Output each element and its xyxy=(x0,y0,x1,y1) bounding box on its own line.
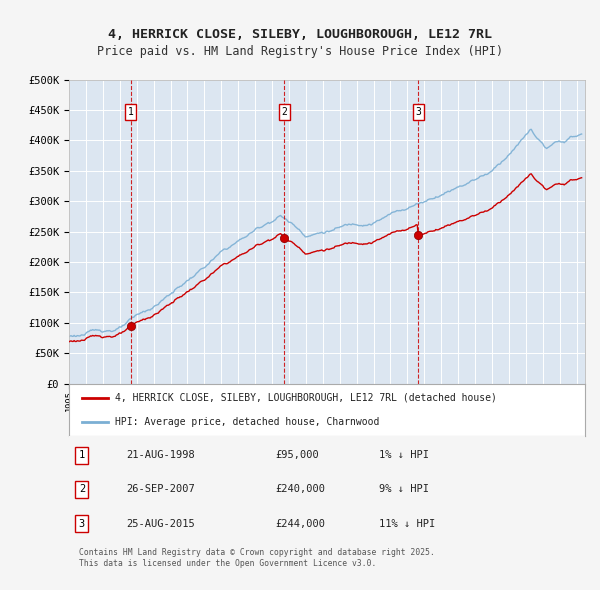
Text: 21-AUG-1998: 21-AUG-1998 xyxy=(126,450,194,460)
Text: 1: 1 xyxy=(128,107,134,117)
Text: 4, HERRICK CLOSE, SILEBY, LOUGHBOROUGH, LE12 7RL: 4, HERRICK CLOSE, SILEBY, LOUGHBOROUGH, … xyxy=(108,28,492,41)
Text: £244,000: £244,000 xyxy=(275,519,325,529)
Text: Price paid vs. HM Land Registry's House Price Index (HPI): Price paid vs. HM Land Registry's House … xyxy=(97,45,503,58)
Text: 4, HERRICK CLOSE, SILEBY, LOUGHBOROUGH, LE12 7RL (detached house): 4, HERRICK CLOSE, SILEBY, LOUGHBOROUGH, … xyxy=(115,393,497,403)
Text: 1: 1 xyxy=(79,450,85,460)
Text: HPI: Average price, detached house, Charnwood: HPI: Average price, detached house, Char… xyxy=(115,417,380,427)
Text: 3: 3 xyxy=(415,107,421,117)
Text: 1% ↓ HPI: 1% ↓ HPI xyxy=(379,450,428,460)
Text: 2: 2 xyxy=(79,484,85,494)
Text: £240,000: £240,000 xyxy=(275,484,325,494)
Text: £95,000: £95,000 xyxy=(275,450,319,460)
Text: 26-SEP-2007: 26-SEP-2007 xyxy=(126,484,194,494)
Text: 9% ↓ HPI: 9% ↓ HPI xyxy=(379,484,428,494)
Text: 11% ↓ HPI: 11% ↓ HPI xyxy=(379,519,435,529)
Text: Contains HM Land Registry data © Crown copyright and database right 2025.
This d: Contains HM Land Registry data © Crown c… xyxy=(79,549,435,568)
Text: 3: 3 xyxy=(79,519,85,529)
Text: 2: 2 xyxy=(281,107,287,117)
Text: 25-AUG-2015: 25-AUG-2015 xyxy=(126,519,194,529)
